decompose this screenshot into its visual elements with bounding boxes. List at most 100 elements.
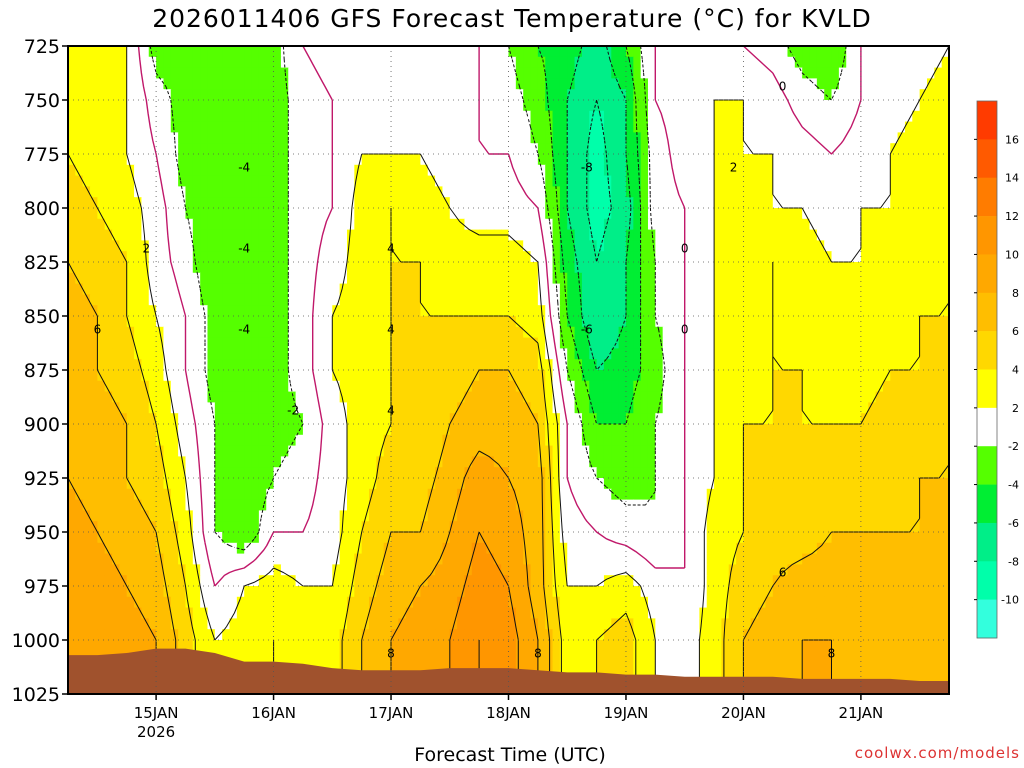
field-cell [251, 488, 260, 501]
field-cell [391, 294, 399, 306]
field-cell [236, 456, 245, 468]
field-cell [743, 251, 752, 263]
field-cell [339, 391, 348, 403]
field-cell [376, 143, 385, 155]
field-cell [537, 272, 546, 285]
field-cell [471, 326, 480, 339]
field-cell [75, 46, 84, 58]
field-cell [178, 208, 187, 220]
field-cell [633, 197, 642, 209]
field-cell [119, 467, 128, 479]
field-cell [567, 478, 576, 490]
field-cell [479, 294, 488, 306]
field-cell [530, 434, 539, 447]
field-cell [714, 283, 723, 295]
field-cell [90, 262, 98, 274]
field-cell [670, 240, 678, 252]
field-cell [743, 402, 752, 414]
field-cell [464, 478, 473, 490]
field-cell [383, 262, 392, 274]
field-cell [655, 121, 664, 133]
field-cell [743, 175, 752, 187]
field-cell [589, 391, 598, 403]
field-cell [897, 121, 906, 133]
field-cell [868, 175, 877, 187]
field-cell [134, 434, 143, 447]
field-cell [288, 488, 297, 501]
field-cell [780, 370, 789, 382]
field-cell [493, 348, 502, 360]
field-cell [134, 359, 143, 371]
field-cell [728, 262, 737, 274]
field-cell [104, 488, 113, 501]
field-cell [670, 294, 678, 306]
field-cell [361, 197, 370, 209]
field-cell [435, 208, 444, 220]
field-cell [435, 78, 444, 90]
field-cell [369, 305, 377, 317]
field-cell [361, 434, 370, 447]
field-cell [449, 46, 458, 58]
field-cell [295, 175, 304, 187]
field-cell [449, 402, 458, 414]
field-cell [258, 100, 267, 112]
field-cell [743, 348, 752, 360]
field-cell [134, 110, 143, 123]
field-cell [420, 110, 429, 123]
field-cell [765, 413, 774, 425]
field-cell [486, 445, 495, 457]
field-cell [824, 154, 833, 166]
field-cell [119, 380, 128, 393]
field-cell [904, 262, 913, 274]
field-cell [391, 272, 399, 285]
field-cell [684, 197, 693, 209]
field-cell [332, 272, 341, 285]
field-cell [449, 251, 458, 263]
field-cell [192, 67, 201, 79]
field-cell [258, 456, 267, 468]
field-cell [809, 380, 818, 393]
field-cell [589, 456, 598, 468]
field-cell [449, 110, 458, 123]
field-cell [90, 78, 98, 90]
field-cell [647, 100, 656, 112]
field-cell [486, 348, 495, 360]
field-cell [934, 445, 943, 457]
field-cell [493, 272, 502, 285]
field-cell [207, 132, 216, 144]
field-cell [134, 294, 143, 306]
field-cell [97, 348, 106, 360]
field-cell [68, 283, 76, 295]
field-cell [802, 283, 811, 295]
field-cell [838, 121, 847, 133]
field-cell [882, 67, 891, 79]
field-cell [295, 197, 304, 209]
field-cell [170, 294, 179, 306]
field-cell [112, 100, 120, 112]
field-cell [486, 218, 495, 231]
field-cell [787, 283, 796, 295]
field-cell [838, 445, 847, 457]
field-cell [728, 229, 737, 241]
field-cell [692, 218, 700, 231]
field-cell [897, 456, 906, 468]
field-cell [178, 218, 187, 231]
field-cell [890, 413, 899, 425]
field-cell [185, 478, 194, 490]
field-cell [464, 89, 473, 101]
field-cell [816, 424, 825, 436]
field-cell [420, 402, 429, 414]
field-cell [934, 240, 943, 252]
field-cell [515, 305, 524, 317]
field-cell [361, 337, 370, 349]
field-cell [567, 186, 576, 198]
field-cell [846, 326, 855, 339]
field-cell [427, 154, 436, 166]
field-cell [420, 143, 429, 155]
field-cell [875, 445, 884, 457]
field-cell [838, 262, 847, 274]
field-cell [912, 467, 921, 479]
field-cell [449, 456, 458, 468]
field-cell [324, 305, 333, 317]
field-cell [90, 154, 98, 166]
